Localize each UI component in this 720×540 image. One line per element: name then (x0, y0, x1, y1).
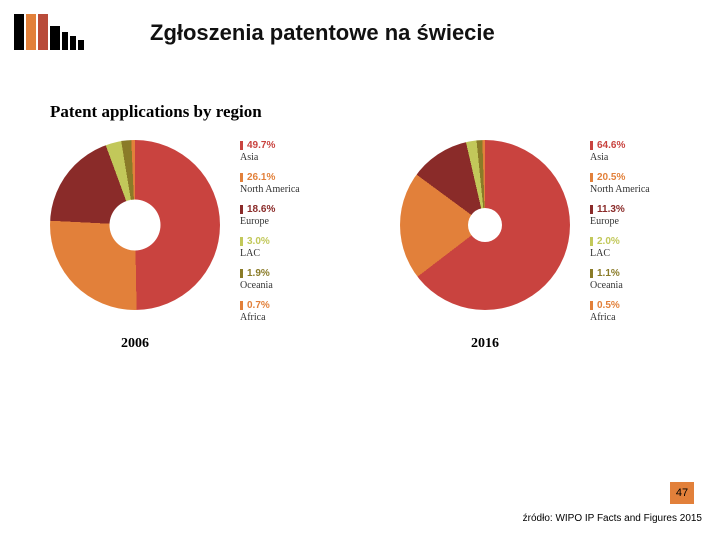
chart-section-title: Patent applications by region (50, 102, 262, 122)
legend-swatch (590, 141, 593, 150)
donut-2006-ring (50, 140, 220, 310)
legend-item: 49.7%Asia (240, 140, 300, 164)
legend-label: LAC (590, 248, 650, 260)
legend-item: 0.5%Africa (590, 300, 650, 324)
legend-item: 1.1%Oceania (590, 268, 650, 292)
legend-swatch (240, 237, 243, 246)
legend-label: Asia (590, 152, 650, 164)
legend-swatch (590, 301, 593, 310)
legend-swatch (240, 301, 243, 310)
donut-2016-ring (400, 140, 570, 310)
legend-item: 20.5%North America (590, 172, 650, 196)
donut-chart-2006: 2006 (50, 140, 220, 352)
logo-bar (26, 14, 36, 50)
legend-percent: 3.0% (247, 236, 270, 247)
source-citation: źródło: WIPO IP Facts and Figures 2015 (523, 513, 702, 524)
legend-swatch (240, 141, 243, 150)
year-label-2016: 2016 (400, 336, 570, 352)
legend-swatch (590, 173, 593, 182)
logo-bar (70, 36, 76, 50)
logo-bar (38, 14, 48, 50)
legend-percent: 0.7% (247, 300, 270, 311)
legend-label: Europe (590, 216, 650, 228)
legend-label: Oceania (590, 280, 650, 292)
page-title: Zgłoszenia patentowe na świecie (150, 20, 495, 46)
legend-2006: 49.7%Asia 26.1%North America 18.6%Europe 3.… (240, 140, 300, 332)
logo (14, 14, 86, 58)
legend-label: North America (590, 184, 650, 196)
legend-2016: 64.6%Asia 20.5%North America 11.3%Europe 2.… (590, 140, 650, 332)
logo-bar (62, 32, 68, 50)
legend-percent: 18.6% (247, 204, 275, 215)
legend-item: 26.1%North America (240, 172, 300, 196)
legend-label: Europe (240, 216, 300, 228)
legend-label: Africa (590, 312, 650, 324)
legend-percent: 0.5% (597, 300, 620, 311)
legend-item: 64.6%Asia (590, 140, 650, 164)
legend-label: Oceania (240, 280, 300, 292)
logo-bar (50, 26, 60, 50)
logo-bar (14, 14, 24, 50)
donut-2006-hole (110, 200, 161, 251)
year-label-2006: 2006 (50, 336, 220, 352)
legend-swatch (240, 205, 243, 214)
legend-item: 0.7%Africa (240, 300, 300, 324)
legend-item: 2.0%LAC (590, 236, 650, 260)
legend-percent: 1.9% (247, 268, 270, 279)
legend-label: North America (240, 184, 300, 196)
legend-percent: 2.0% (597, 236, 620, 247)
logo-bar (78, 40, 84, 50)
legend-label: LAC (240, 248, 300, 260)
legend-swatch (590, 237, 593, 246)
slide: Zgłoszenia patentowe na świecie Patent a… (0, 0, 720, 540)
legend-swatch (590, 205, 593, 214)
legend-percent: 1.1% (597, 268, 620, 279)
page-number-badge: 47 (670, 482, 694, 504)
legend-percent: 11.3% (597, 204, 625, 215)
legend-percent: 64.6% (597, 140, 625, 151)
donut-2016-hole (468, 208, 502, 242)
legend-percent: 26.1% (247, 172, 275, 183)
legend-item: 11.3%Europe (590, 204, 650, 228)
legend-item: 3.0%LAC (240, 236, 300, 260)
legend-percent: 49.7% (247, 140, 275, 151)
legend-swatch (590, 269, 593, 278)
legend-swatch (240, 173, 243, 182)
legend-swatch (240, 269, 243, 278)
legend-label: Asia (240, 152, 300, 164)
legend-percent: 20.5% (597, 172, 625, 183)
legend-item: 1.9%Oceania (240, 268, 300, 292)
legend-label: Africa (240, 312, 300, 324)
legend-item: 18.6%Europe (240, 204, 300, 228)
donut-chart-2016: 2016 (400, 140, 570, 352)
